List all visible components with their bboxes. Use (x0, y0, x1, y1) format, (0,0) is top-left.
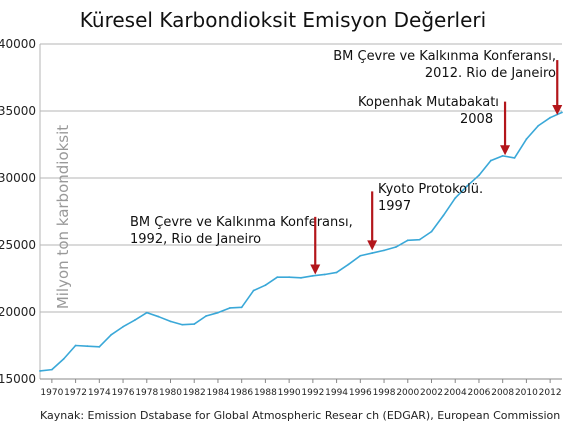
data-point (430, 230, 433, 233)
x-tick-label: 1988 (254, 388, 277, 398)
y-tick-label: 15000 (0, 372, 36, 386)
data-point (489, 159, 492, 162)
data-point (442, 214, 445, 217)
data-point (74, 344, 77, 347)
data-point (252, 289, 255, 292)
annotation-text: 2012. Rio de Janeiro (425, 66, 556, 81)
y-tick-label: 30000 (0, 171, 36, 185)
x-tick-label: 2008 (491, 388, 514, 398)
data-point (193, 323, 196, 325)
x-tick-label: 2000 (396, 388, 419, 398)
data-point (50, 368, 53, 371)
data-point (145, 311, 148, 314)
chart-title: Küresel Karbondioksit Emisyon Değerleri (79, 8, 487, 32)
x-tick-label: 1994 (325, 388, 348, 398)
y-tick-label: 35000 (0, 104, 36, 118)
data-point (395, 246, 397, 248)
data-point (371, 252, 374, 254)
data-point (359, 254, 362, 257)
data-point (406, 239, 409, 242)
annotation-text: Kopenhak Mutabakatı (358, 95, 499, 110)
data-point (454, 197, 457, 200)
annotation-text: BM Çevre ve Kalkınma Konferansı, (130, 215, 353, 230)
x-tick-label: 1976 (112, 388, 135, 398)
data-point (157, 315, 160, 318)
data-point (335, 271, 338, 274)
x-tick-label: 1972 (64, 388, 87, 398)
x-tick-label: 1996 (349, 388, 372, 398)
x-tick-label: 2012 (539, 388, 562, 398)
x-tick-labels: 1970 1972 1974 1976 1978 1980 1982 1984 1986 1988… (40, 379, 562, 398)
data-point (39, 370, 41, 372)
x-tick-label: 1990 (278, 388, 301, 398)
data-point (276, 276, 279, 279)
data-point (134, 319, 136, 321)
data-point (537, 124, 540, 127)
data-point (122, 325, 124, 328)
y-tick-label: 25000 (0, 238, 36, 252)
data-point (217, 311, 219, 314)
data-point (561, 111, 563, 114)
data-point (501, 154, 504, 157)
x-tick-label: 1974 (88, 388, 111, 398)
data-point (110, 333, 113, 336)
data-point (478, 174, 480, 177)
x-tick-label: 2004 (444, 388, 467, 398)
data-point (86, 345, 89, 348)
annotation-text: 2008 (460, 112, 493, 127)
x-tick-label: 1978 (135, 388, 158, 398)
series-line (39, 111, 563, 372)
y-tick-labels: 15000 20000 25000 30000 35000 40000 (0, 37, 36, 386)
x-tick-label: 1982 (183, 388, 206, 398)
data-point (300, 276, 302, 279)
data-point (311, 274, 314, 277)
x-tick-label: 1980 (159, 388, 182, 398)
data-point (418, 238, 421, 241)
data-point (323, 273, 326, 276)
grid-lines (39, 43, 562, 380)
x-tick-label: 1998 (373, 388, 396, 398)
x-tick-label: 2006 (468, 388, 491, 398)
data-point (288, 276, 291, 279)
data-point (264, 284, 267, 287)
data-point (347, 263, 350, 266)
x-tick-label: 1992 (301, 388, 324, 398)
data-point (549, 116, 552, 119)
data-point (525, 138, 528, 141)
annotation-text: Kyoto Protokolü. (378, 182, 483, 197)
annotation-arrowhead (310, 264, 321, 275)
annotation-arrowhead (552, 105, 563, 116)
annotations: BM Çevre ve Kalkınma Konferansı, 1992, Ri… (130, 49, 563, 275)
data-point (466, 185, 468, 187)
data-point (513, 157, 516, 159)
source-note: Kaynak: Emission Dstabase for Global Atm… (40, 409, 561, 422)
data-point (169, 320, 172, 323)
data-point (228, 307, 231, 309)
data-point (98, 345, 101, 348)
x-tick-label: 2002 (420, 388, 443, 398)
x-tick-label: 1986 (230, 388, 253, 398)
data-point (383, 249, 385, 252)
y-tick-label: 40000 (0, 37, 36, 51)
annotation-text: 1992, Rio de Janeiro (130, 232, 261, 247)
annotation-text: BM Çevre ve Kalkınma Konferansı, (333, 49, 556, 64)
annotation-arrowhead (500, 145, 511, 156)
x-tick-label: 1984 (207, 388, 230, 398)
series-line-group (39, 111, 563, 372)
x-tick-label: 1970 (40, 388, 63, 398)
annotation-arrowhead (367, 240, 378, 251)
data-point (181, 323, 184, 326)
data-point (240, 306, 243, 309)
y-axis-label: Milyon ton karbondioksit (54, 125, 72, 309)
data-point (62, 358, 65, 360)
annotation-text: 1997 (378, 199, 411, 214)
x-tick-label: 2010 (515, 388, 538, 398)
data-point (205, 315, 207, 317)
y-tick-label: 20000 (0, 305, 36, 319)
